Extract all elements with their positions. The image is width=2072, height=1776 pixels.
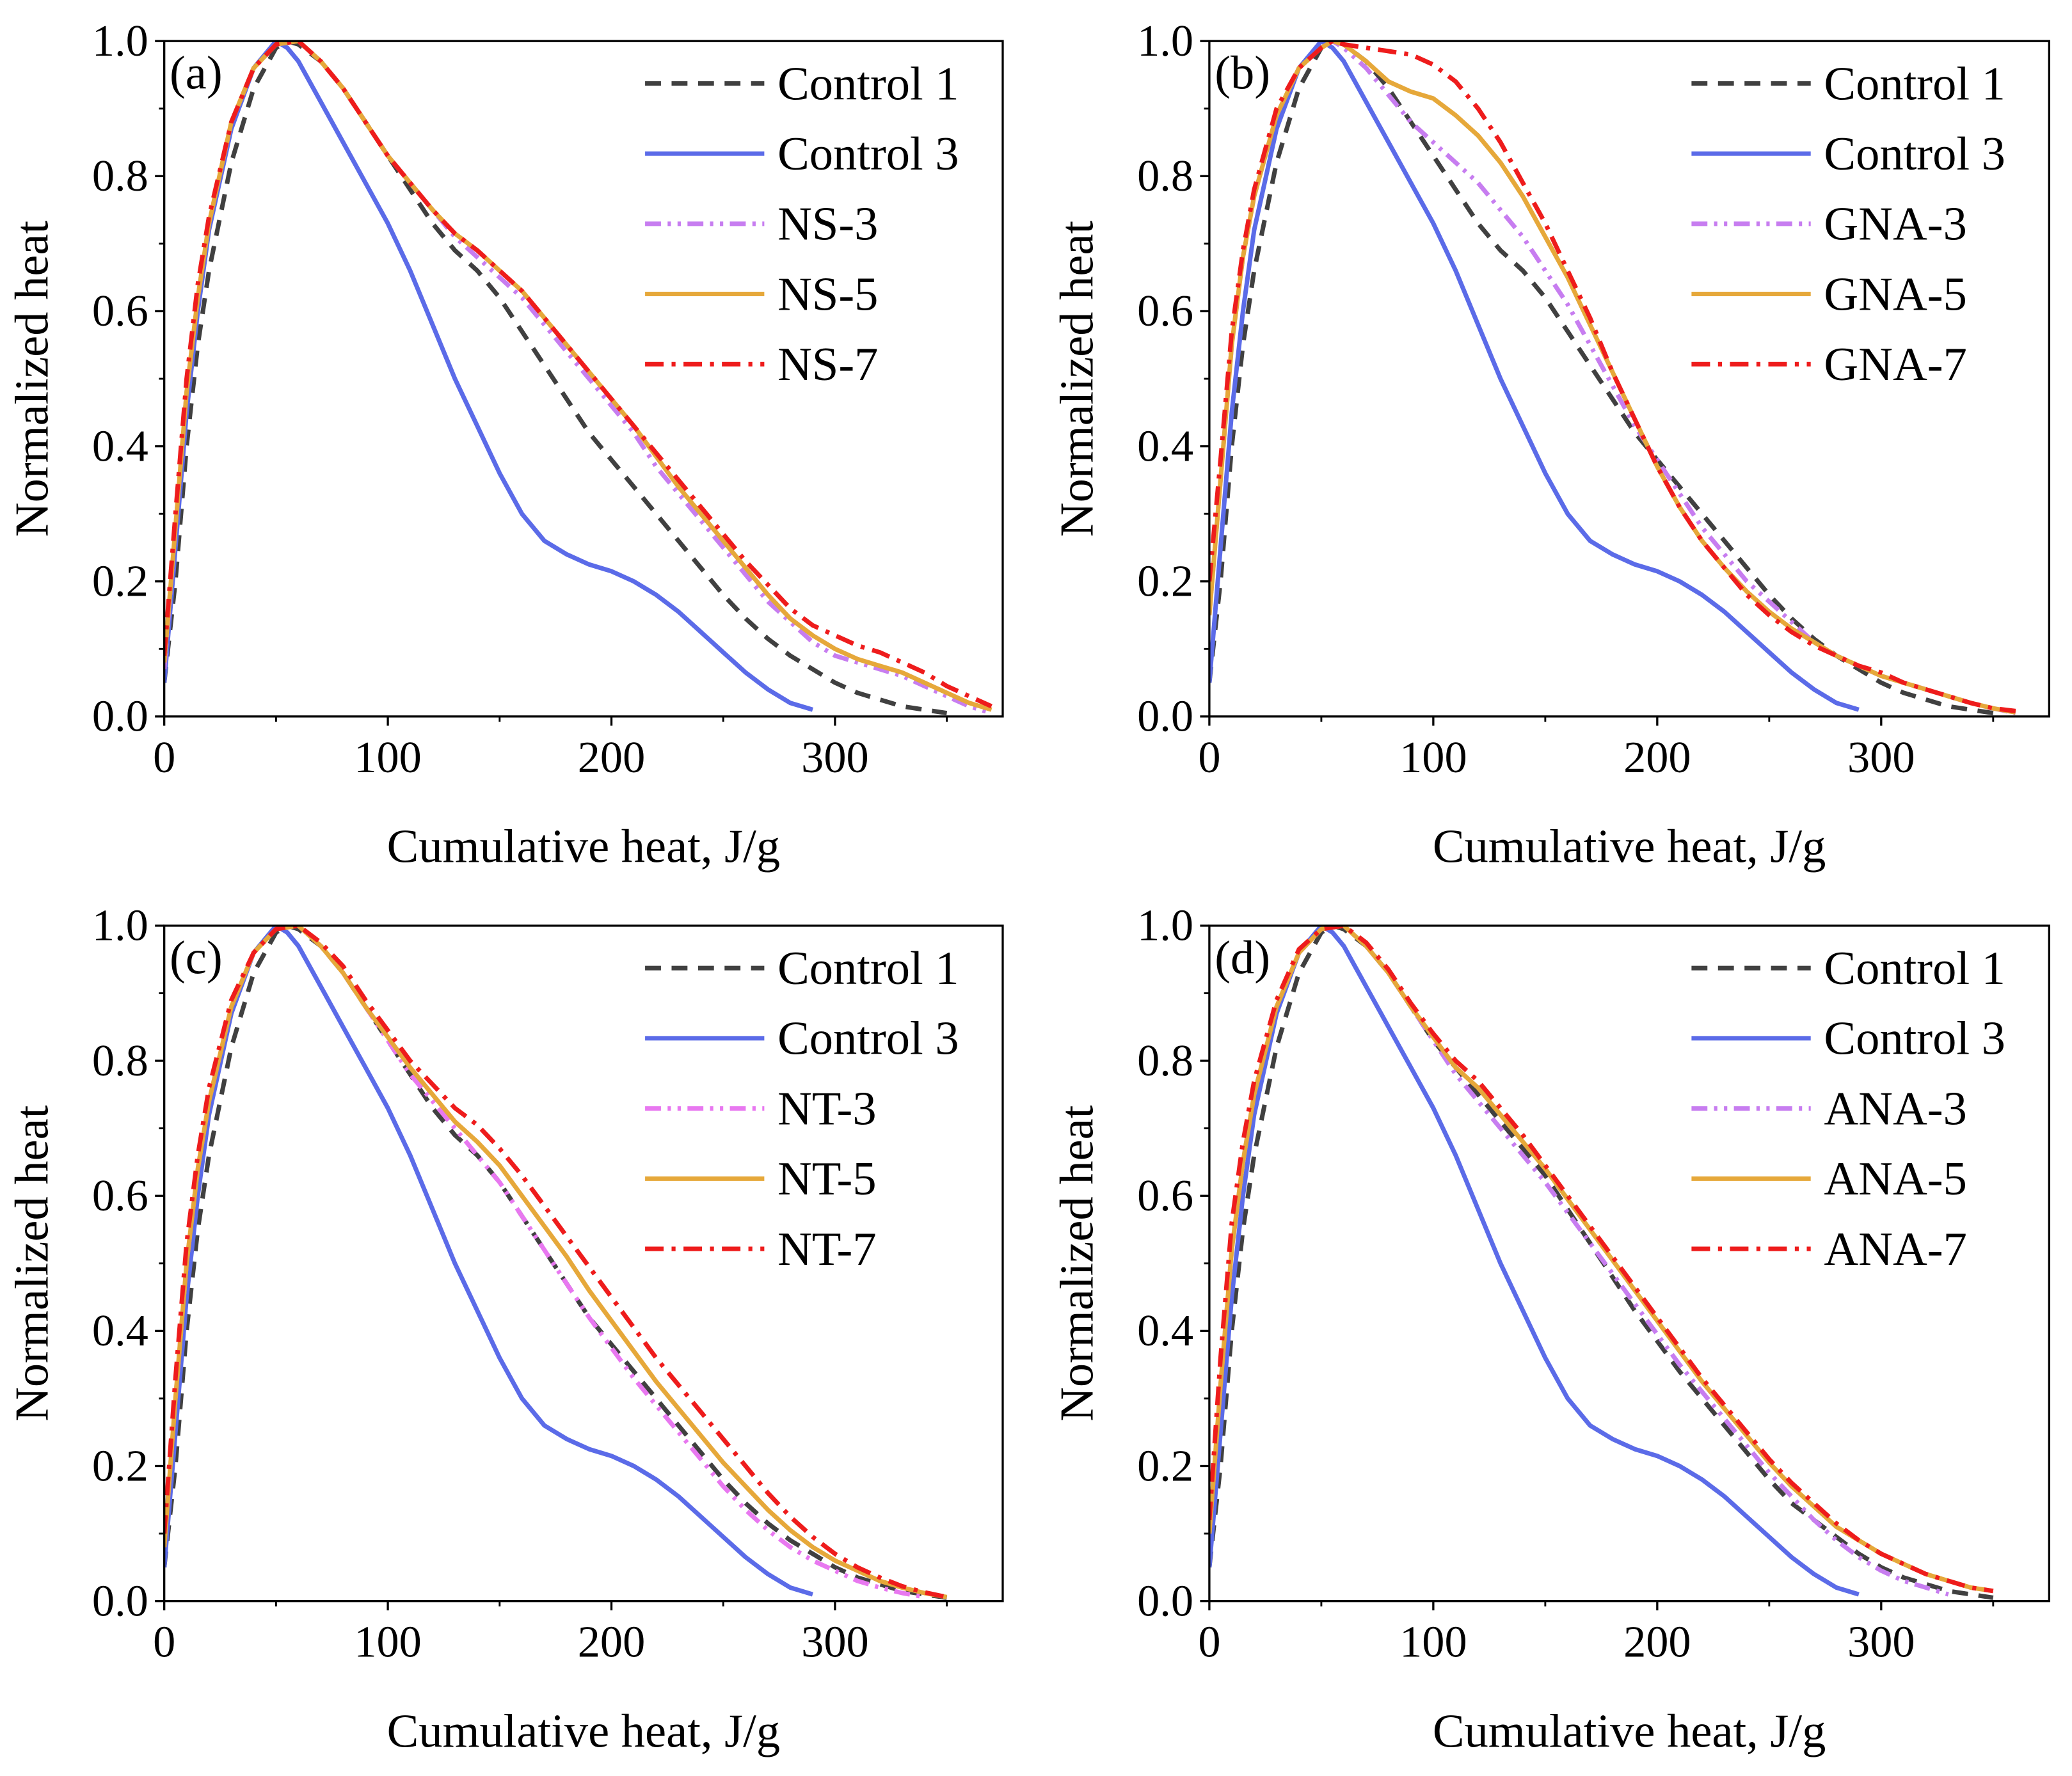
y-tick-label: 0.6 xyxy=(92,1171,148,1221)
series-line-ns-7 xyxy=(164,41,992,709)
y-tick-label: 0.2 xyxy=(92,557,148,607)
series-line-control-1 xyxy=(164,41,948,716)
y-tick-label: 0.2 xyxy=(1137,1441,1193,1491)
y-tick-label: 0.8 xyxy=(1137,151,1193,201)
legend: Control 1 Control 3 ANA-3 ANA-5 ANA-7 xyxy=(1691,942,2005,1276)
series-line-nt-5 xyxy=(164,925,948,1599)
legend-label: ANA-7 xyxy=(1824,1223,1966,1276)
x-tick-label: 100 xyxy=(1399,733,1467,782)
series-line-control-3 xyxy=(164,41,814,712)
legend-label: NS-3 xyxy=(777,198,878,251)
legend-label: NS-5 xyxy=(777,268,878,321)
legend-label: Control 3 xyxy=(1824,128,2005,180)
x-tick-label: 200 xyxy=(578,733,646,782)
panel-label: (a) xyxy=(170,47,223,100)
series-line-control-3 xyxy=(164,925,814,1597)
y-tick-label: 1.0 xyxy=(1137,901,1193,951)
x-tick-label: 0 xyxy=(1198,733,1220,782)
chart-panel-1: 0 100 200 300 0.0 0.2 0.4 0.6 0.8 1.0 Cumulative h… xyxy=(1051,16,2050,873)
legend-label: GNA-5 xyxy=(1824,268,1966,321)
legend-label: ANA-3 xyxy=(1824,1082,1966,1135)
legend-label: GNA-3 xyxy=(1824,198,1966,251)
legend-label: NS-7 xyxy=(777,338,878,391)
x-tick-label: 200 xyxy=(1623,1617,1691,1667)
legend: Control 1 Control 3 NS-3 NS-5 NS-7 xyxy=(645,58,959,391)
y-axis-title: Normalized heat xyxy=(6,221,59,537)
legend: Control 1 Control 3 NT-3 NT-5 NT-7 xyxy=(645,942,959,1276)
series-line-control-3 xyxy=(1209,925,1860,1597)
x-tick-label: 100 xyxy=(1399,1617,1467,1667)
x-tick-label: 300 xyxy=(1847,1617,1915,1667)
x-tick-label: 0 xyxy=(153,1617,175,1667)
legend-label: Control 3 xyxy=(1824,1013,2005,1065)
legend-label: Control 1 xyxy=(1824,942,2005,995)
legend-label: NT-5 xyxy=(777,1153,877,1205)
legend-label: ANA-5 xyxy=(1824,1153,1966,1205)
y-tick-label: 0.0 xyxy=(1137,692,1193,741)
legend-label: NT-7 xyxy=(777,1223,877,1276)
y-axis-title: Normalized heat xyxy=(6,1105,59,1422)
x-tick-label: 100 xyxy=(354,733,422,782)
x-tick-label: 300 xyxy=(1847,733,1915,782)
x-tick-label: 200 xyxy=(1623,733,1691,782)
series-line-control-1 xyxy=(1209,41,1994,716)
x-axis-title: Cumulative heat, J/g xyxy=(1433,1705,1826,1757)
y-tick-label: 0.4 xyxy=(1137,421,1193,471)
y-tick-label: 0.0 xyxy=(92,692,148,741)
legend-label: NT-3 xyxy=(777,1082,877,1135)
x-tick-label: 0 xyxy=(153,733,175,782)
panel-label: (b) xyxy=(1215,47,1270,100)
y-tick-label: 0.0 xyxy=(92,1576,148,1626)
chart-panel-0: 0 100 200 300 0.0 0.2 0.4 0.6 0.8 1.0 Cumulative h… xyxy=(6,16,1004,873)
legend-label: Control 1 xyxy=(1824,58,2005,110)
chart-panel-2: 0 100 200 300 0.0 0.2 0.4 0.6 0.8 1.0 Cumulative h… xyxy=(6,901,1004,1757)
y-tick-label: 1.0 xyxy=(92,16,148,66)
y-tick-label: 1.0 xyxy=(1137,16,1193,66)
legend-label: Control 1 xyxy=(777,58,959,110)
y-tick-label: 0.4 xyxy=(92,421,148,471)
series-line-gna-3 xyxy=(1209,41,2016,716)
x-tick-label: 300 xyxy=(801,733,869,782)
y-tick-label: 0.2 xyxy=(92,1441,148,1491)
legend-label: Control 3 xyxy=(777,1013,959,1065)
x-tick-label: 0 xyxy=(1198,1617,1220,1667)
x-axis-title: Cumulative heat, J/g xyxy=(387,1705,781,1757)
y-tick-label: 0.6 xyxy=(1137,1171,1193,1221)
x-tick-label: 200 xyxy=(578,1617,646,1667)
x-tick-label: 300 xyxy=(801,1617,869,1667)
series-line-nt-7 xyxy=(164,925,948,1599)
y-tick-label: 0.4 xyxy=(1137,1306,1193,1356)
panel-label: (d) xyxy=(1215,932,1270,984)
series-line-control-3 xyxy=(1209,41,1860,712)
x-axis-title: Cumulative heat, J/g xyxy=(387,821,781,873)
y-tick-label: 0.6 xyxy=(1137,286,1193,336)
y-tick-label: 0.8 xyxy=(92,1036,148,1086)
y-tick-label: 0.0 xyxy=(1137,1576,1193,1626)
y-tick-label: 0.8 xyxy=(92,151,148,201)
series-line-ana-3 xyxy=(1209,925,1949,1597)
legend: Control 1 Control 3 GNA-3 GNA-5 GNA-7 xyxy=(1691,58,2005,391)
y-tick-label: 1.0 xyxy=(92,901,148,951)
y-tick-label: 0.2 xyxy=(1137,557,1193,607)
legend-label: Control 1 xyxy=(777,942,959,995)
x-axis-title: Cumulative heat, J/g xyxy=(1433,821,1826,873)
panel-label: (c) xyxy=(170,932,223,984)
series-line-gna-7 xyxy=(1209,41,2016,713)
y-tick-label: 0.4 xyxy=(92,1306,148,1356)
y-tick-label: 0.8 xyxy=(1137,1036,1193,1086)
series-line-ana-7 xyxy=(1209,925,1994,1594)
chart-panel-3: 0 100 200 300 0.0 0.2 0.4 0.6 0.8 1.0 Cumulative h… xyxy=(1051,901,2050,1757)
x-tick-label: 100 xyxy=(354,1617,422,1667)
legend-label: Control 3 xyxy=(777,128,959,180)
y-tick-label: 0.6 xyxy=(92,286,148,336)
y-axis-title: Normalized heat xyxy=(1051,1105,1104,1422)
y-axis-title: Normalized heat xyxy=(1051,221,1104,537)
legend-label: GNA-7 xyxy=(1824,338,1966,391)
